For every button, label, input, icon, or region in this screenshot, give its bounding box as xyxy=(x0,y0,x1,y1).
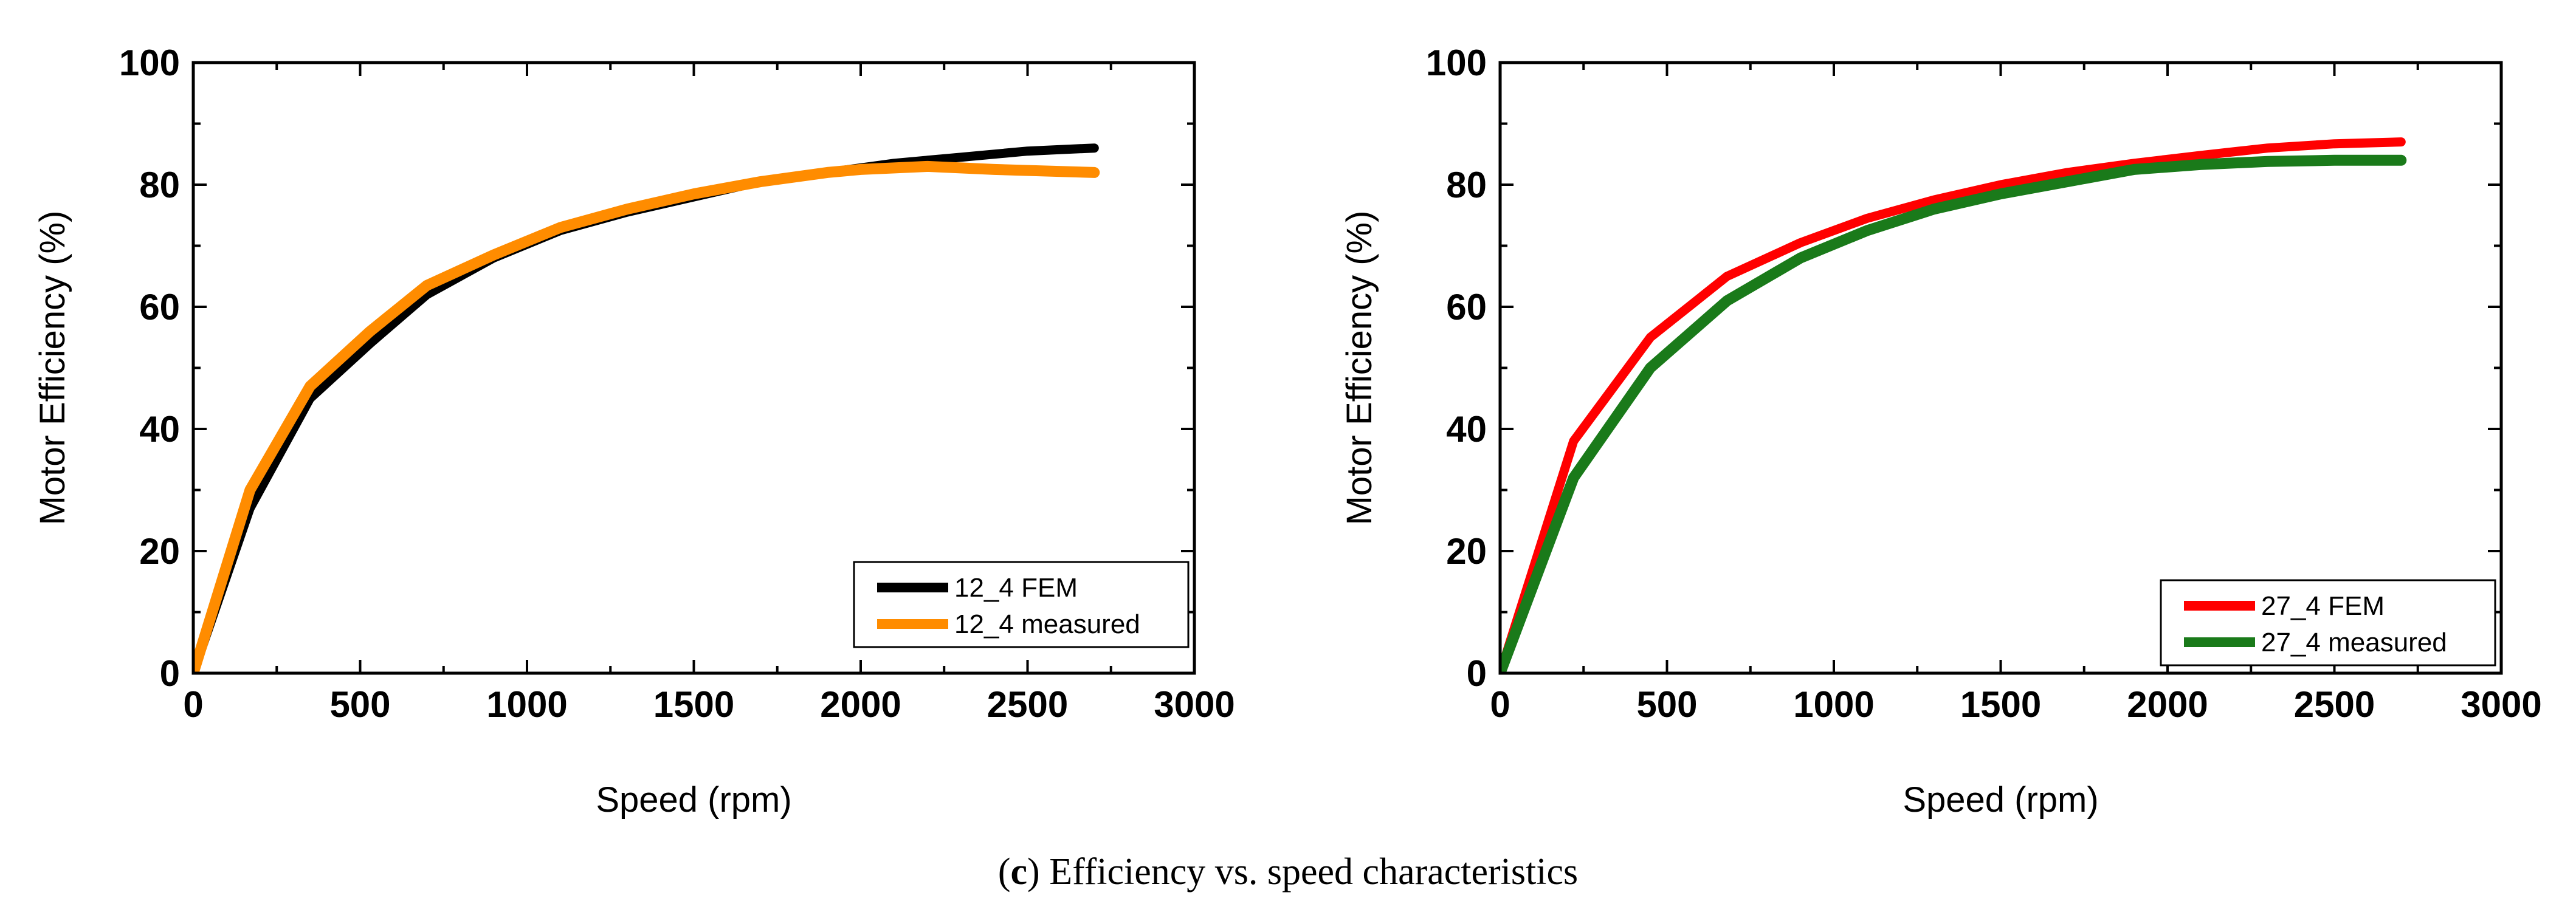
figure-caption: (c) Efficiency vs. speed characteristics xyxy=(998,851,1578,893)
plot-frame xyxy=(191,61,1196,675)
x-tick-label: 1500 xyxy=(653,684,734,725)
chart-left: 0 500 1000 1500 2000 2500 3000 0 20 40 60 80 100 Spee… xyxy=(33,43,1235,820)
y-tick-label: 0 xyxy=(1467,653,1487,694)
legend: 27_4 FEM 27_4 measured xyxy=(2160,579,2496,667)
y-tick-label: 100 xyxy=(1426,43,1487,83)
y-tick-label: 40 xyxy=(1446,409,1487,450)
x-tick-label: 3000 xyxy=(1154,684,1235,725)
x-tick-label: 1000 xyxy=(486,684,567,725)
series-line-27-4-measured xyxy=(1500,154,2407,673)
y-tick-label: 60 xyxy=(1446,287,1487,327)
y-tick-label: 60 xyxy=(139,287,180,327)
x-tick-label: 3000 xyxy=(2461,684,2541,725)
legend-box xyxy=(2160,579,2496,667)
x-tick-label: 0 xyxy=(183,684,203,725)
legend-label: 27_4 FEM xyxy=(2261,591,2385,621)
chart-right: 0 500 1000 1500 2000 2500 3000 0 20 40 60 80 100 Spee… xyxy=(1340,43,2542,820)
x-tick-label: 500 xyxy=(1636,684,1697,725)
series-group xyxy=(1500,137,2407,673)
x-axis-title: Speed (rpm) xyxy=(596,780,791,820)
y-axis-title: Motor Efficiency (%) xyxy=(1340,211,1379,526)
x-tick-label: 1000 xyxy=(1793,684,1874,725)
x-tick-label: 0 xyxy=(1490,684,1510,725)
y-tick-label: 80 xyxy=(1446,165,1487,205)
y-tick-label: 80 xyxy=(139,165,180,205)
y-axis-title: Motor Efficiency (%) xyxy=(33,211,72,526)
legend-box xyxy=(853,561,1190,648)
x-tick-label: 2500 xyxy=(2294,684,2375,725)
plot-frame xyxy=(1498,61,2503,675)
legend: 12_4 FEM 12_4 measured xyxy=(853,561,1190,648)
series-group xyxy=(193,143,1100,673)
legend-label: 12_4 FEM xyxy=(954,573,1078,603)
x-tick-label: 500 xyxy=(329,684,390,725)
series-line-27-4-fem xyxy=(1500,137,2406,673)
series-line-12-4-measured xyxy=(193,160,1100,673)
x-tick-label: 1500 xyxy=(1960,684,2041,725)
x-tick-label: 2500 xyxy=(987,684,1068,725)
legend-label: 27_4 measured xyxy=(2261,628,2447,657)
legend-label: 12_4 measured xyxy=(954,609,1140,639)
x-tick-label: 2000 xyxy=(820,684,901,725)
y-tick-label: 40 xyxy=(139,409,180,450)
x-tick-label: 2000 xyxy=(2127,684,2208,725)
y-tick-label: 20 xyxy=(139,531,180,572)
y-tick-label: 100 xyxy=(119,43,180,83)
caption-letter: c xyxy=(1011,851,1028,893)
y-tick-label: 0 xyxy=(160,653,180,694)
y-tick-label: 20 xyxy=(1446,531,1487,572)
x-axis-title: Speed (rpm) xyxy=(1903,780,2098,820)
